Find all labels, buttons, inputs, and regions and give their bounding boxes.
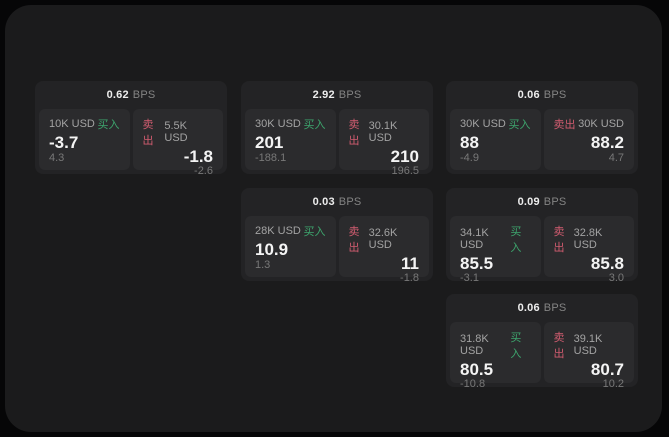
buy-quote-tile[interactable]: 28K USD 买入 10.9 1.3 [245, 216, 336, 277]
buy-price: 80.5 [460, 360, 494, 379]
sell-change: 10.2 [602, 378, 624, 390]
bps-value: 2.92 [312, 89, 335, 101]
bps-value: 0.06 [517, 302, 540, 314]
buy-size-label: 28K USD [255, 225, 301, 237]
bps-value: 0.06 [517, 89, 540, 101]
buy-size-label: 34.1K USD [460, 227, 489, 251]
bps-header: 0.62 BPS [35, 81, 227, 109]
buy-quote-tile[interactable]: 10K USD 买入 -3.7 4.3 [39, 109, 130, 170]
bps-unit-label: BPS [132, 89, 156, 101]
sell-quote-tile[interactable]: 卖出 32.8K USD 85.8 3.0 [543, 216, 634, 284]
sell-size-label: 5.5K USD [164, 120, 188, 144]
buy-change: 4.3 [49, 152, 65, 164]
sell-side-label: 卖出 [348, 226, 360, 254]
buy-size-label: 10K USD [49, 118, 95, 130]
bps-header: 0.06 BPS [446, 81, 638, 109]
sell-price: 85.8 [590, 254, 624, 273]
sell-price: 11 [401, 254, 419, 273]
buy-price: 85.5 [460, 254, 494, 273]
sell-size-label: 30K USD [578, 118, 624, 130]
bps-unit-label: BPS [543, 196, 567, 208]
sell-side-label: 卖出 [348, 119, 360, 147]
buy-quote-tile[interactable]: 30K USD 买入 88 -4.9 [450, 109, 541, 170]
buy-price: -3.7 [49, 132, 79, 152]
buy-price: 10.9 [255, 239, 289, 259]
bps-unit-label: BPS [543, 302, 567, 314]
buy-change: 1.3 [255, 259, 271, 271]
sell-quote-tile[interactable]: 卖出 5.5K USD -1.8 -2.6 [132, 109, 223, 177]
buy-size-label: 30K USD [460, 118, 506, 130]
quote-tiles: 30K USD 买入 201 -188.1 卖出 30.1K USD 210 1… [241, 109, 433, 177]
bps-header: 0.06 BPS [446, 294, 638, 322]
spread-card: 0.06 BPS 30K USD 买入 88 -4.9 卖出 30K USD 8… [446, 81, 638, 174]
buy-quote-tile[interactable]: 31.8K USD 买入 80.5 -10.8 [450, 322, 541, 390]
bps-unit-label: BPS [543, 89, 567, 101]
buy-change: -4.9 [460, 152, 479, 164]
sell-quote-tile[interactable]: 卖出 30.1K USD 210 196.5 [338, 109, 429, 177]
buy-change: -188.1 [255, 152, 287, 164]
sell-price: 80.7 [590, 360, 624, 379]
buy-side-label: 买入 [303, 226, 326, 238]
buy-quote-tile[interactable]: 30K USD 买入 201 -188.1 [245, 109, 336, 170]
buy-side-label: 买入 [508, 119, 531, 131]
sell-price: 210 [390, 147, 419, 166]
sell-size-label: 30.1K USD [368, 120, 398, 144]
sell-side-label: 卖出 [142, 119, 154, 147]
bps-value: 0.09 [517, 196, 540, 208]
bps-unit-label: BPS [338, 196, 362, 208]
quote-tiles: 31.8K USD 买入 80.5 -10.8 卖出 39.1K USD 80.… [446, 322, 638, 390]
bps-value: 0.03 [312, 196, 335, 208]
bps-unit-label: BPS [338, 89, 362, 101]
sell-change: 3.0 [608, 272, 624, 284]
sell-side-label: 卖出 [553, 332, 565, 360]
quote-tiles: 10K USD 买入 -3.7 4.3 卖出 5.5K USD -1.8 -2.… [35, 109, 227, 177]
quote-tiles: 34.1K USD 买入 85.5 -3.1 卖出 32.8K USD 85.8… [446, 216, 638, 284]
buy-price: 88 [460, 132, 479, 152]
spread-card: 0.03 BPS 28K USD 买入 10.9 1.3 卖出 32.6K US… [241, 188, 433, 284]
sell-price: -1.8 [183, 147, 213, 166]
quote-tiles: 28K USD 买入 10.9 1.3 卖出 32.6K USD 11 -1.8 [241, 216, 433, 284]
sell-side-label: 卖出 [553, 119, 576, 131]
sell-change: 4.7 [608, 152, 624, 164]
quote-tiles: 30K USD 买入 88 -4.9 卖出 30K USD 88.2 4.7 [446, 109, 638, 170]
spread-card: 0.09 BPS 34.1K USD 买入 85.5 -3.1 卖出 32.8K… [446, 188, 638, 284]
buy-change: -10.8 [460, 378, 486, 390]
buy-side-label: 买入 [303, 119, 326, 131]
buy-quote-tile[interactable]: 34.1K USD 买入 85.5 -3.1 [450, 216, 541, 284]
sell-change: -1.8 [400, 272, 419, 284]
bps-header: 0.03 BPS [241, 188, 433, 216]
sell-size-label: 32.6K USD [368, 227, 398, 251]
buy-side-label: 买入 [510, 332, 522, 360]
sell-quote-tile[interactable]: 卖出 30K USD 88.2 4.7 [543, 109, 634, 170]
buy-size-label: 31.8K USD [460, 333, 489, 357]
sell-side-label: 卖出 [553, 226, 565, 254]
sell-price: 88.2 [590, 132, 624, 152]
sell-change: -2.6 [194, 165, 213, 177]
spread-card: 2.92 BPS 30K USD 买入 201 -188.1 卖出 30.1K … [241, 81, 433, 177]
sell-quote-tile[interactable]: 卖出 39.1K USD 80.7 10.2 [543, 322, 634, 390]
quotes-panel: 0.62 BPS 10K USD 买入 -3.7 4.3 卖出 5.5K USD… [5, 5, 662, 432]
buy-size-label: 30K USD [255, 118, 301, 130]
spread-card: 0.62 BPS 10K USD 买入 -3.7 4.3 卖出 5.5K USD… [35, 81, 227, 177]
sell-size-label: 39.1K USD [573, 333, 603, 357]
bps-header: 0.09 BPS [446, 188, 638, 216]
buy-price: 201 [255, 132, 284, 152]
sell-change: 196.5 [391, 165, 419, 177]
buy-change: -3.1 [460, 272, 479, 284]
bps-value: 0.62 [106, 89, 129, 101]
sell-size-label: 32.8K USD [573, 227, 603, 251]
bps-header: 2.92 BPS [241, 81, 433, 109]
sell-quote-tile[interactable]: 卖出 32.6K USD 11 -1.8 [338, 216, 429, 284]
buy-side-label: 买入 [510, 226, 522, 254]
buy-side-label: 买入 [97, 119, 120, 131]
spread-card: 0.06 BPS 31.8K USD 买入 80.5 -10.8 卖出 39.1… [446, 294, 638, 390]
